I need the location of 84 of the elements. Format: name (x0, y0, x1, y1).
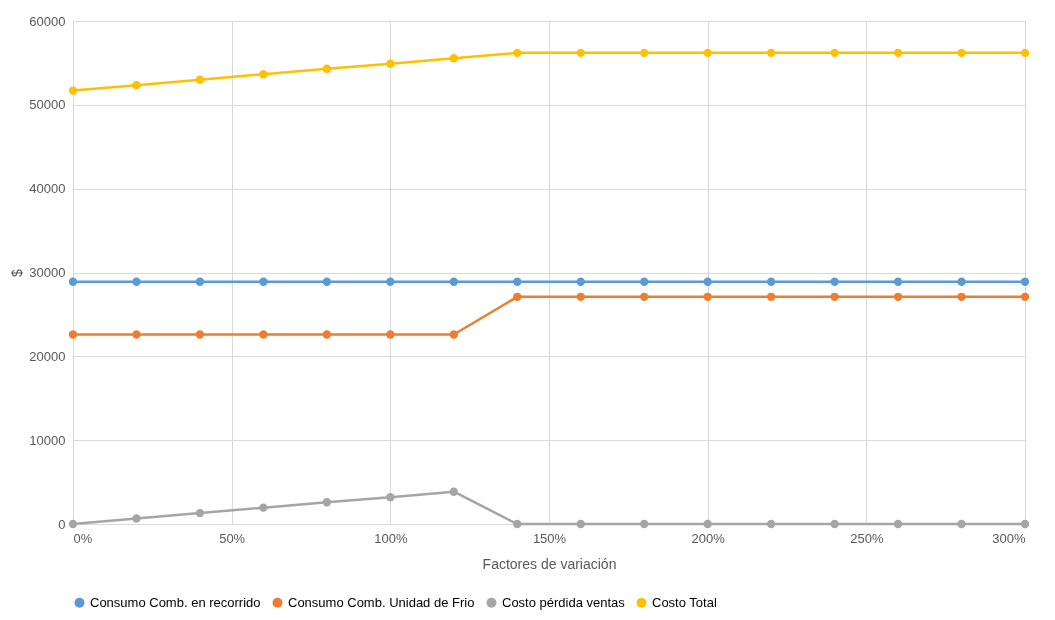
x-tick-label: 200% (691, 530, 726, 546)
point (259, 70, 268, 79)
point (386, 277, 395, 286)
point (1020, 519, 1030, 529)
point (957, 48, 966, 58)
y-tick-label: 30000 (29, 265, 66, 280)
point (513, 277, 522, 286)
point (132, 330, 141, 339)
point (576, 48, 585, 58)
x-tick-label: 250% (850, 530, 884, 546)
point (132, 514, 141, 523)
point (576, 277, 585, 286)
legend-label: Costo Total (652, 594, 717, 610)
point (893, 292, 903, 301)
point (449, 277, 458, 286)
point (68, 519, 78, 529)
point (513, 292, 522, 301)
point (893, 277, 903, 286)
point (513, 48, 522, 58)
point (322, 330, 332, 339)
point (1020, 292, 1030, 301)
point (893, 519, 903, 529)
x-tick-label: 300% (992, 530, 1026, 546)
y-tick-label: 50000 (29, 97, 66, 113)
legend-label: Costo pérdida ventas (502, 594, 626, 610)
point (703, 519, 712, 529)
x-tick-label: 0% (73, 530, 93, 546)
point (195, 330, 205, 339)
point (259, 277, 268, 286)
point (259, 330, 268, 339)
point (830, 292, 839, 301)
point (449, 330, 458, 339)
point (195, 277, 205, 286)
x-tick-label: 50% (219, 530, 246, 546)
point (386, 330, 395, 339)
point (1020, 277, 1030, 286)
point (703, 292, 712, 301)
point (259, 503, 268, 512)
x-tick-label: 150% (532, 530, 567, 546)
x-tick-label: 100% (374, 530, 408, 546)
point (68, 277, 78, 286)
point (957, 519, 966, 529)
y-tick-label: 0 (58, 516, 66, 532)
point (322, 277, 332, 286)
point (830, 519, 839, 529)
x-axis-title: Factores de variación (482, 555, 617, 572)
point (766, 292, 776, 301)
point (640, 292, 649, 301)
point (68, 330, 78, 339)
point (830, 48, 839, 58)
y-tick-label: 20000 (29, 348, 66, 364)
legend-label: Consumo Comb. Unidad de Frio (288, 594, 475, 610)
point (576, 519, 585, 529)
point (703, 48, 712, 58)
point (957, 292, 966, 301)
point (893, 48, 903, 58)
point (830, 277, 839, 286)
point (68, 86, 78, 95)
y-tick-label: 60000 (29, 13, 66, 29)
point (132, 80, 141, 90)
legend-label: Consumo Comb. en recorrido (90, 594, 261, 610)
point (195, 508, 205, 518)
point (449, 487, 458, 496)
point (640, 277, 649, 286)
y-axis-title: $ (9, 268, 26, 277)
point (132, 277, 141, 286)
point (703, 277, 712, 286)
point (449, 54, 458, 63)
point (513, 519, 522, 529)
point (195, 75, 205, 84)
point (640, 48, 649, 58)
point (1020, 48, 1030, 58)
point (766, 48, 776, 58)
point (957, 277, 966, 286)
point (322, 498, 332, 507)
point (322, 64, 332, 73)
point (766, 277, 776, 286)
y-tick-label: 40000 (29, 181, 66, 197)
point (640, 519, 649, 529)
point (766, 519, 776, 529)
y-tick-label: 10000 (29, 432, 66, 448)
point (386, 59, 395, 68)
point (386, 493, 395, 502)
point (576, 292, 585, 301)
